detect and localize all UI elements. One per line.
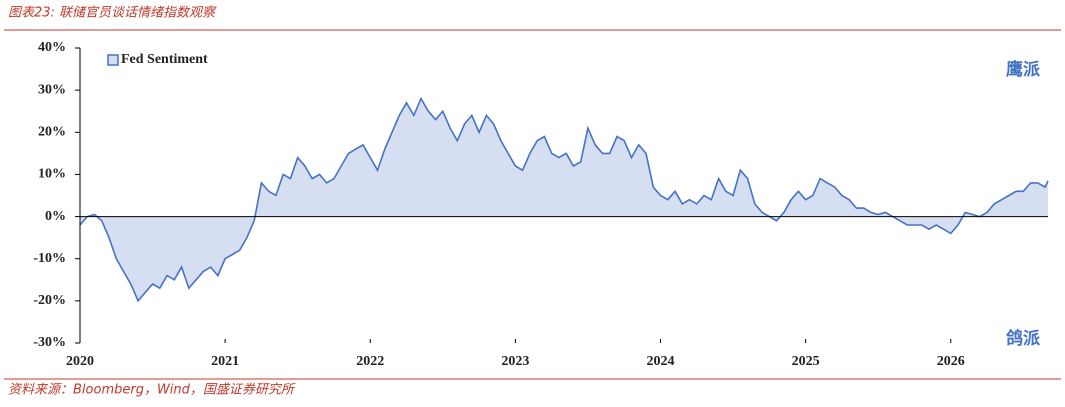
- area: [80, 98, 1048, 301]
- y-tick-label: -20%: [33, 293, 66, 308]
- x-tick-label: 2023: [501, 354, 529, 369]
- header-title: 图表23: 联储官员谈话情绪指数观察: [8, 6, 217, 21]
- y-tick-label: 30%: [38, 82, 66, 97]
- legend-label: Fed Sentiment: [121, 52, 208, 67]
- y-tick-label: -30%: [33, 335, 66, 350]
- x-tick-label: 2021: [211, 354, 239, 369]
- line: [79, 96, 1049, 303]
- y-tick-label: 40%: [38, 40, 66, 55]
- legend-swatch: [107, 54, 119, 66]
- annotation: 鹰派: [1006, 59, 1041, 80]
- x-tick-label: 2022: [356, 354, 384, 369]
- footer-source: 资料来源：Bloomberg，Wind，国盛证券研究所: [8, 382, 296, 398]
- x-tick-label: 2024: [647, 354, 675, 369]
- y-tick-label: 0%: [45, 209, 66, 224]
- x-tick-label: 2026: [937, 354, 965, 369]
- x-tick-label: 2025: [792, 354, 820, 369]
- y-tick-label: 10%: [38, 167, 66, 182]
- y-tick-label: -10%: [33, 251, 66, 266]
- annotation: 鸽派: [1006, 328, 1041, 349]
- x-tick-label: 2020: [66, 354, 94, 369]
- y-tick-label: 20%: [38, 125, 66, 140]
